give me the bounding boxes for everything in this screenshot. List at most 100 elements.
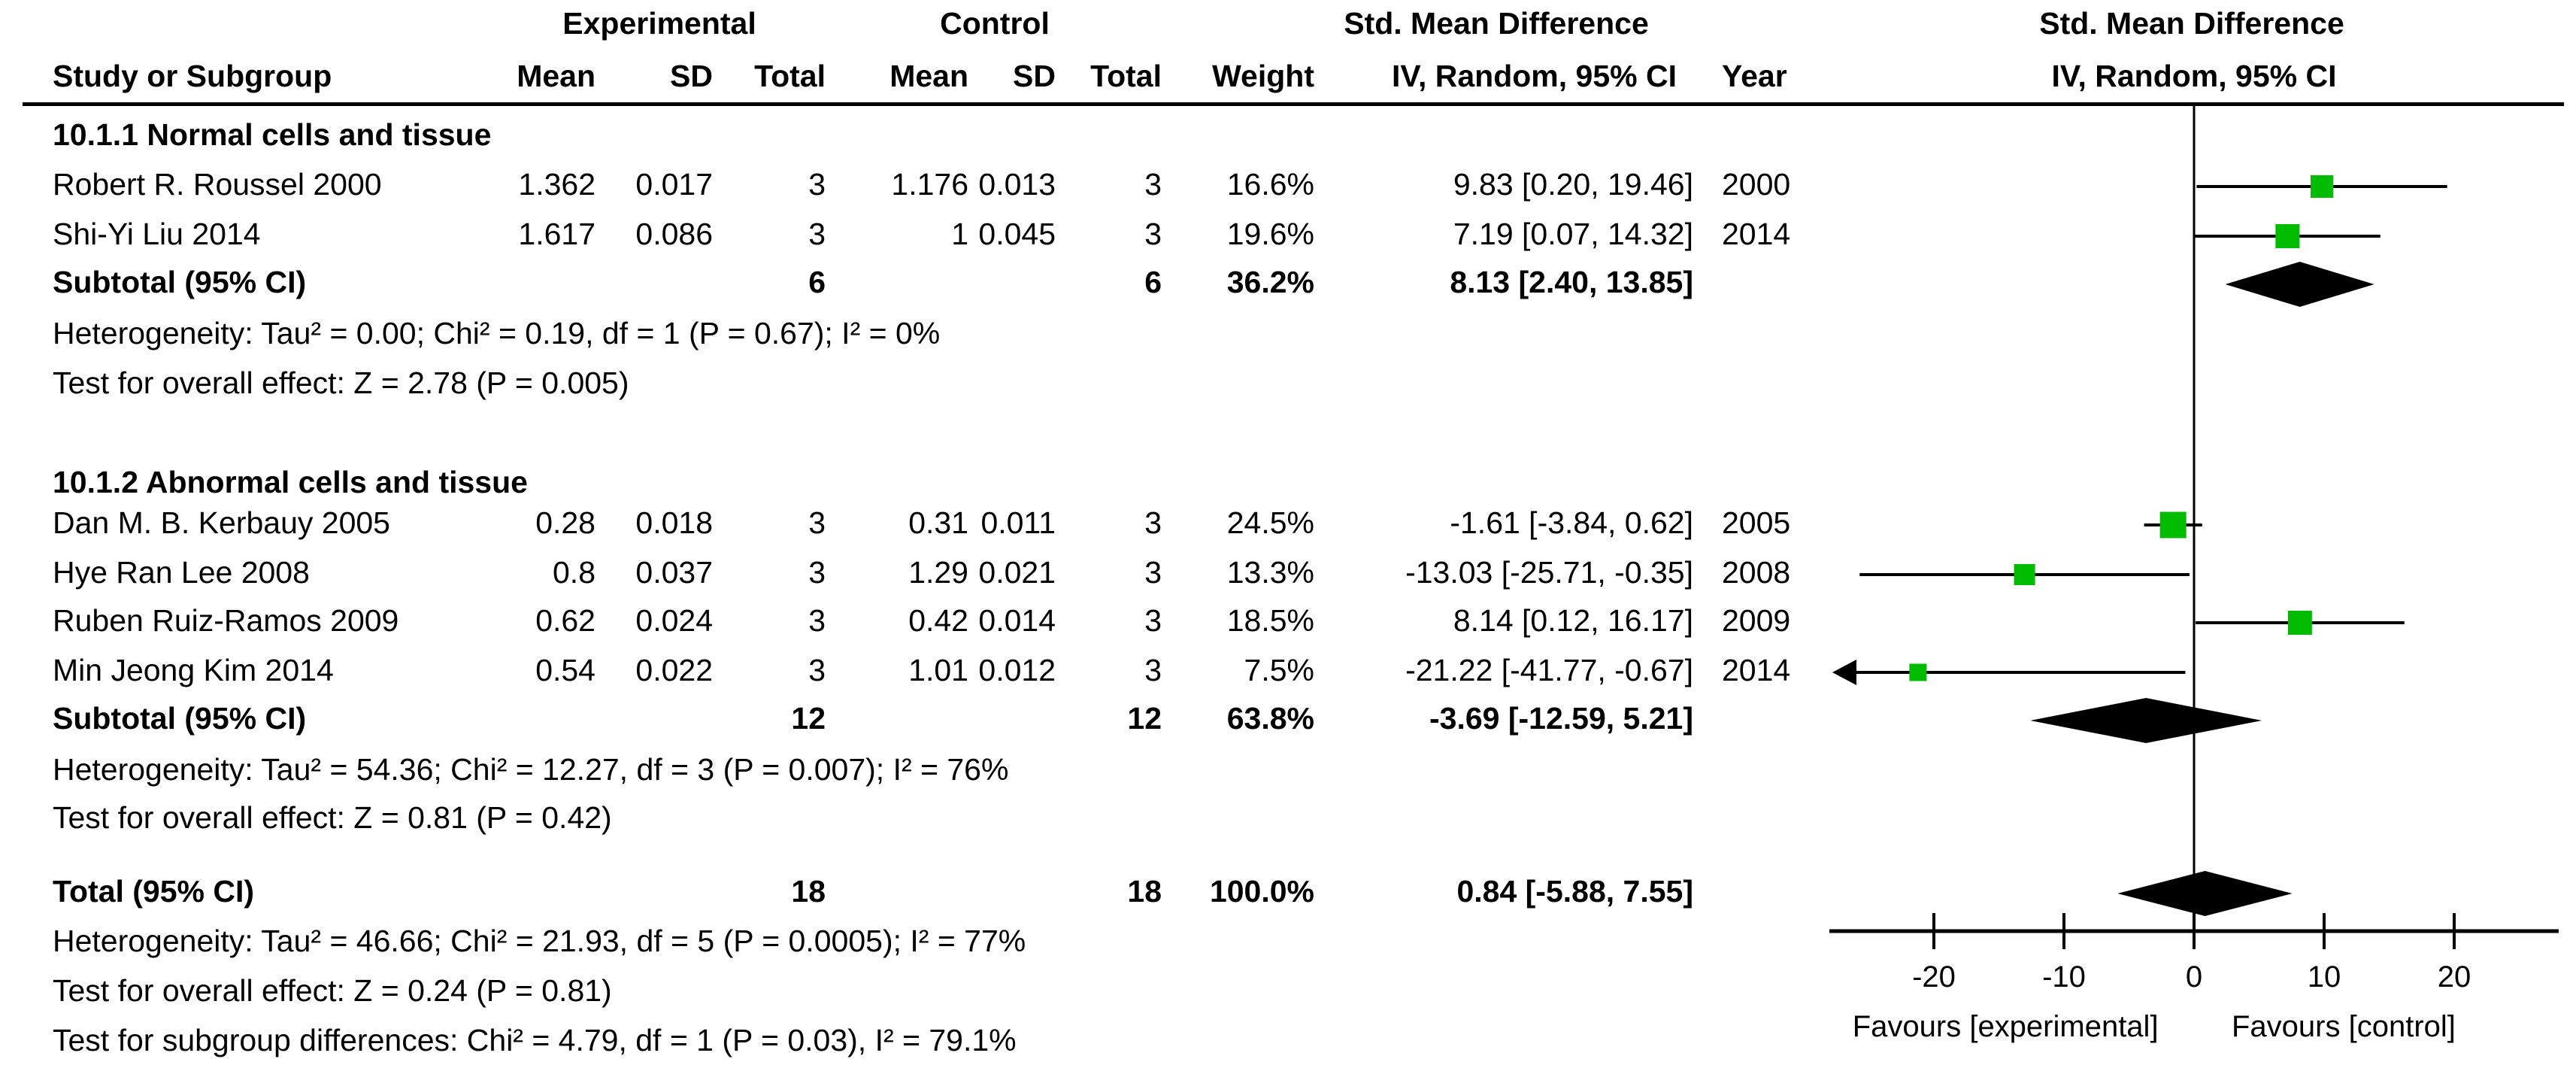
cell-sd_e: 0.086 <box>635 217 713 251</box>
favours-right-label: Favours [control] <box>2232 1010 2456 1043</box>
cell-total_c: 3 <box>1144 217 1162 251</box>
header-ci-col: IV, Random, 95% CI <box>1392 59 1677 93</box>
cell-sd_c: 0.045 <box>978 217 1056 251</box>
ci-arrow-left <box>1832 660 1856 685</box>
cell-sd_c: 0.014 <box>978 603 1056 638</box>
cell-total_e: 18 <box>791 874 826 909</box>
heterogeneity-text: Heterogeneity: Tau² = 54.36; Chi² = 12.2… <box>53 752 1009 787</box>
row-label: Total (95% CI) <box>53 874 255 909</box>
cell-total_c: 18 <box>1127 874 1162 909</box>
cell-total_e: 12 <box>791 701 826 736</box>
cell-year: 2014 <box>1722 653 1791 687</box>
study-name: Dan M. B. Kerbauy 2005 <box>53 505 390 540</box>
study-name: Min Jeong Kim 2014 <box>53 653 334 687</box>
cell-weight: 36.2% <box>1226 265 1314 299</box>
cell-total_c: 12 <box>1127 701 1162 736</box>
cell-est: -21.22 [-41.77, -0.67] <box>1405 653 1693 687</box>
study-name: Ruben Ruiz-Ramos 2009 <box>53 603 399 638</box>
cell-est: -3.69 [-12.59, 5.21] <box>1429 701 1693 736</box>
axis-tick-label: -20 <box>1912 960 1956 994</box>
subtotal-diamond <box>2030 698 2262 743</box>
cell-year: 2005 <box>1722 505 1791 540</box>
cell-weight: 7.5% <box>1244 653 1314 687</box>
cell-est: 7.19 [0.07, 14.32] <box>1453 217 1693 251</box>
cell-total_e: 6 <box>808 265 826 299</box>
cell-total_e: 3 <box>808 217 826 251</box>
overall-effect-text: Test for overall effect: Z = 2.78 (P = 0… <box>53 366 629 400</box>
cell-mean_c: 1 <box>951 217 968 251</box>
point-marker <box>1909 663 1927 681</box>
overall-effect-text: Test for overall effect: Z = 0.81 (P = 0… <box>53 800 612 835</box>
study-name: Hye Ran Lee 2008 <box>53 555 310 590</box>
header-rule <box>23 102 2564 106</box>
cell-total_c: 3 <box>1144 653 1162 687</box>
cell-year: 2000 <box>1722 167 1791 202</box>
study-name: Robert R. Roussel 2000 <box>53 167 382 202</box>
subgroup-heading: 10.1.1 Normal cells and tissue <box>53 117 492 152</box>
cell-sd_e: 0.017 <box>635 167 713 202</box>
cell-total_e: 3 <box>808 167 826 202</box>
cell-sd_e: 0.037 <box>635 555 713 590</box>
cell-total_c: 3 <box>1144 603 1162 638</box>
header-group-smd-right: Std. Mean Difference <box>2039 6 2344 41</box>
cell-mean_e: 0.28 <box>535 505 596 540</box>
subgroup-heading: 10.1.2 Abnormal cells and tissue <box>53 465 528 499</box>
header-weight-col: Weight <box>1212 59 1314 93</box>
cell-year: 2008 <box>1722 555 1791 590</box>
row-label: Subtotal (95% CI) <box>53 265 307 299</box>
cell-total_c: 3 <box>1144 505 1162 540</box>
header-group-experimental: Experimental <box>562 6 756 41</box>
cell-est: 0.84 [-5.88, 7.55] <box>1456 874 1693 909</box>
cell-mean_c: 0.31 <box>908 505 968 540</box>
cell-total_c: 3 <box>1144 555 1162 590</box>
header-sd-experimental: SD <box>670 59 713 93</box>
cell-sd_c: 0.012 <box>978 653 1056 687</box>
cell-weight: 24.5% <box>1226 505 1314 540</box>
axis-tick-label: 20 <box>2438 960 2471 994</box>
cell-total_c: 6 <box>1144 265 1162 299</box>
point-marker <box>2159 511 2187 539</box>
header-year-col: Year <box>1722 59 1787 93</box>
cell-mean_c: 1.29 <box>908 555 968 590</box>
cell-weight: 19.6% <box>1226 217 1314 251</box>
header-ci-col-right: IV, Random, 95% CI <box>2051 59 2337 93</box>
cell-mean_e: 0.62 <box>535 603 596 638</box>
cell-mean_e: 1.362 <box>518 167 596 202</box>
cell-est: 8.14 [0.12, 16.17] <box>1453 603 1693 638</box>
cell-sd_e: 0.024 <box>635 603 713 638</box>
cell-year: 2014 <box>1722 217 1791 251</box>
subtotal-diamond <box>2225 262 2374 307</box>
cell-sd_e: 0.022 <box>635 653 713 687</box>
point-marker <box>2287 611 2312 635</box>
cell-sd_c: 0.011 <box>980 505 1056 540</box>
header-total-experimental: Total <box>754 59 826 93</box>
axis-tick-label: 10 <box>2308 960 2341 994</box>
header-mean-control: Mean <box>889 59 968 93</box>
row-label: Subtotal (95% CI) <box>53 701 307 736</box>
cell-weight: 63.8% <box>1226 701 1314 736</box>
header-group-smd-left: Std. Mean Difference <box>1344 6 1649 41</box>
cell-mean_c: 1.01 <box>908 653 968 687</box>
header-sd-control: SD <box>1013 59 1056 93</box>
cell-total_e: 3 <box>808 653 826 687</box>
cell-weight: 16.6% <box>1226 167 1314 202</box>
heterogeneity-text: Heterogeneity: Tau² = 0.00; Chi² = 0.19,… <box>53 316 941 350</box>
axis-tick-label: -10 <box>2042 960 2086 994</box>
cell-mean_c: 1.176 <box>891 167 968 202</box>
cell-mean_c: 0.42 <box>908 603 968 638</box>
cell-est: -13.03 [-25.71, -0.35] <box>1405 555 1693 590</box>
axis-tick-label: 0 <box>2186 960 2202 994</box>
cell-mean_e: 0.54 <box>535 653 596 687</box>
cell-total_c: 3 <box>1144 167 1162 202</box>
cell-est: -1.61 [-3.84, 0.62] <box>1450 505 1693 540</box>
total-heterogeneity-text: Heterogeneity: Tau² = 46.66; Chi² = 21.9… <box>53 924 1026 958</box>
cell-weight: 13.3% <box>1226 555 1314 590</box>
cell-total_e: 3 <box>808 505 826 540</box>
point-marker <box>2014 564 2035 585</box>
subgroup-differences-text: Test for subgroup differences: Chi² = 4.… <box>53 1023 1017 1057</box>
cell-sd_e: 0.018 <box>635 505 713 540</box>
cell-total_e: 3 <box>808 603 826 638</box>
cell-year: 2009 <box>1722 603 1791 638</box>
cell-total_e: 3 <box>808 555 826 590</box>
